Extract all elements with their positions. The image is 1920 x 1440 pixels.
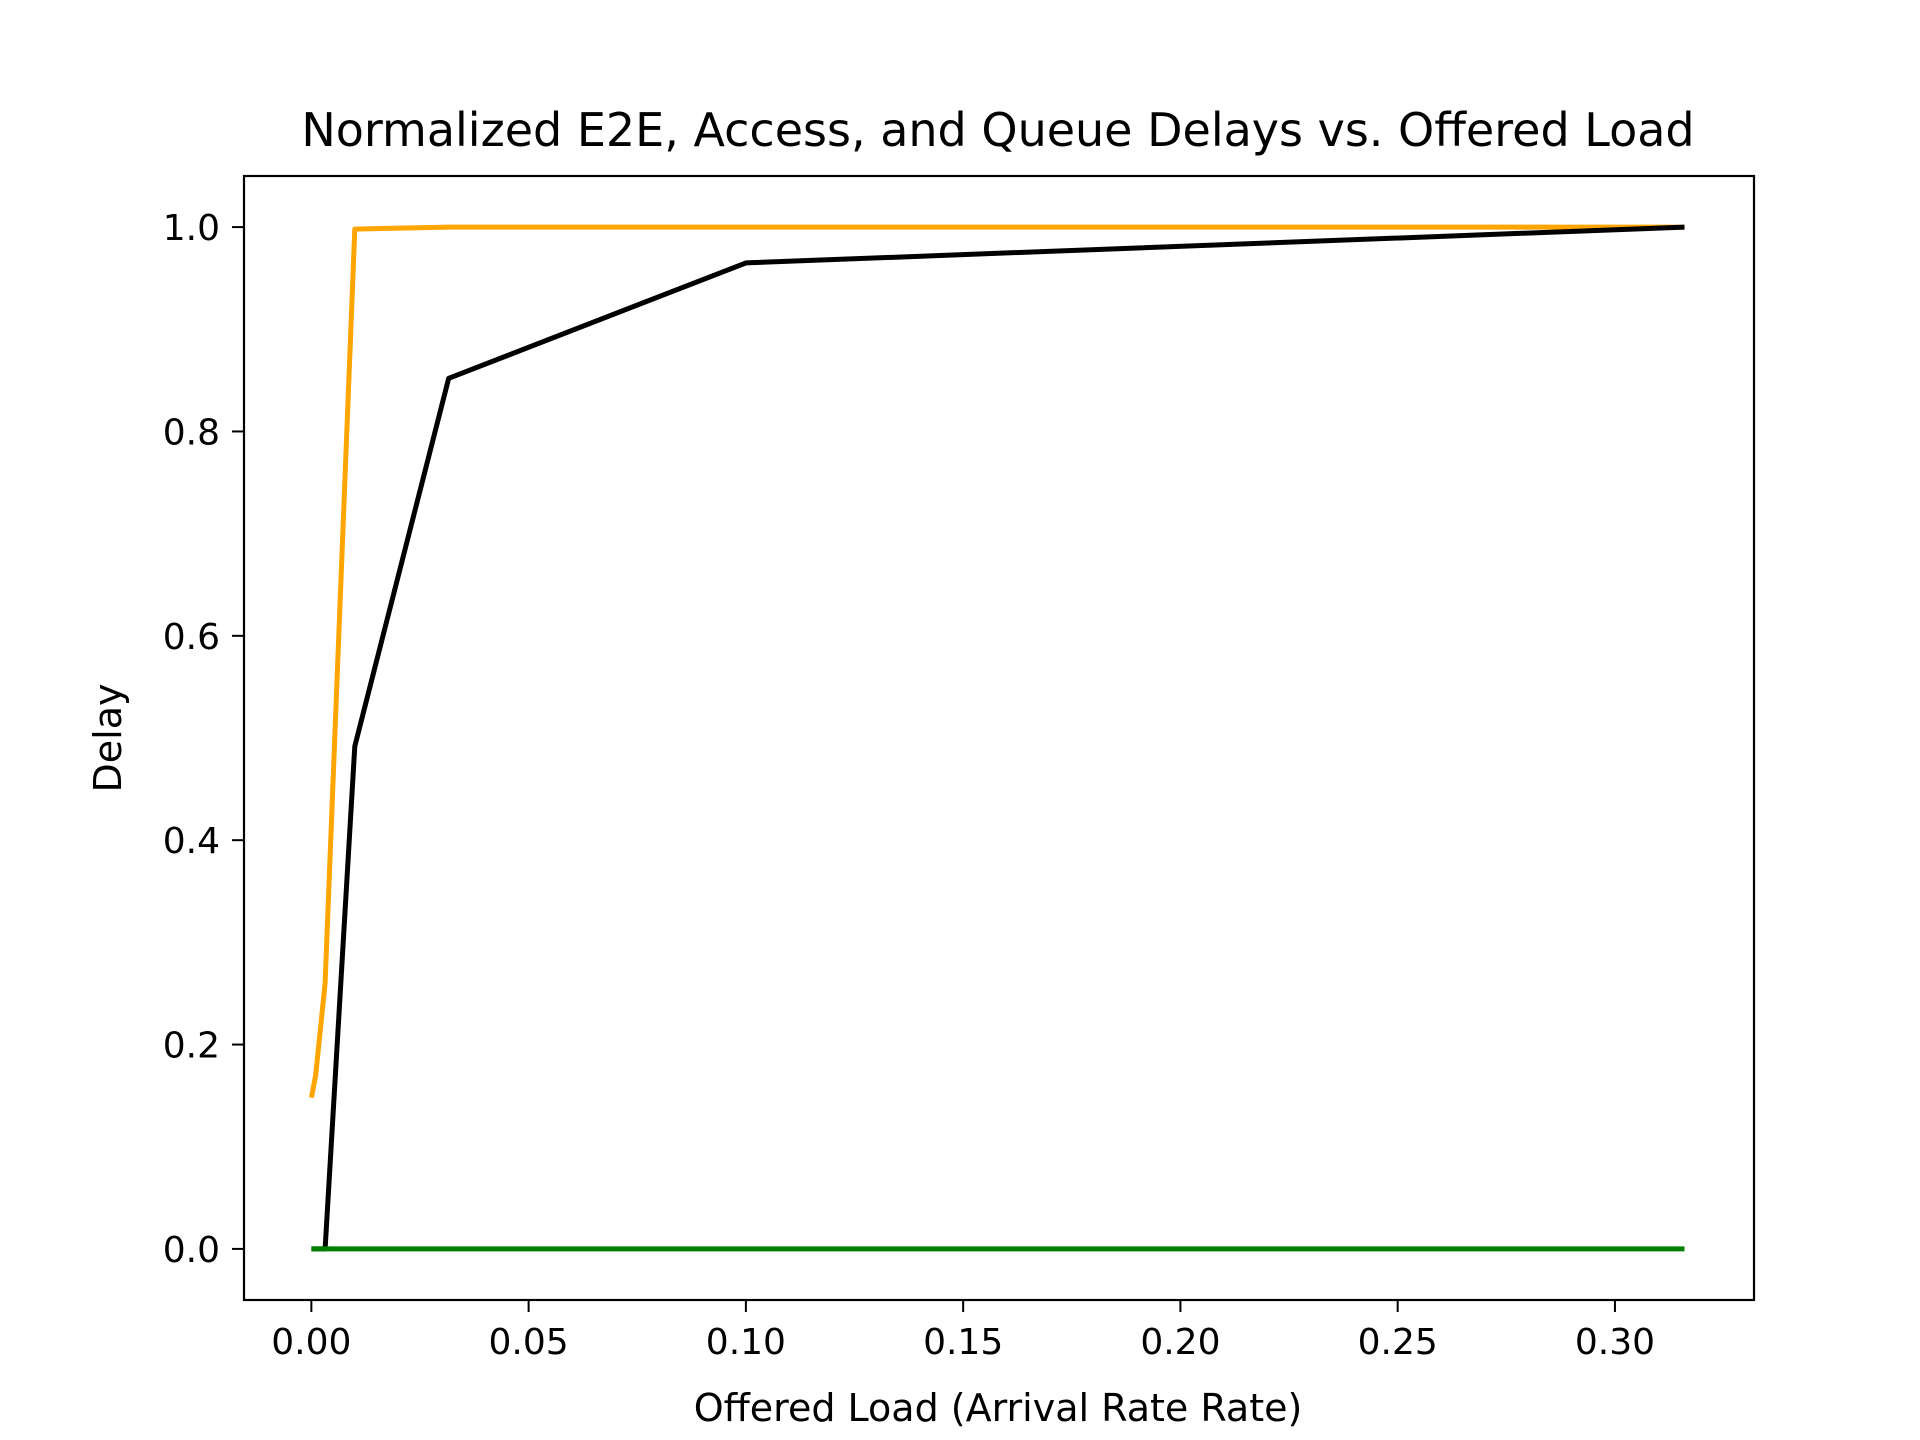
- plot-frame: [242, 174, 1756, 1302]
- x-tick-label: 0.05: [489, 1322, 569, 1363]
- x-axis: 0.00 0.05 0.10 0.15 0.20 0.25 0.30: [271, 1300, 1655, 1363]
- y-tick-label: 0.2: [163, 1026, 220, 1067]
- x-tick-label: 0.00: [271, 1322, 351, 1363]
- x-tick-label: 0.10: [706, 1322, 786, 1363]
- x-axis-label: Offered Load (Arrival Rate Rate): [694, 1386, 1303, 1430]
- x-tick-label: 0.15: [923, 1322, 1003, 1363]
- chart-title: Normalized E2E, Access, and Queue Delays…: [301, 103, 1694, 157]
- series-layer: [308, 224, 1685, 1252]
- y-axis-label: Delay: [86, 684, 130, 793]
- x-tick-label: 0.30: [1575, 1322, 1655, 1363]
- series-line-1: [308, 224, 1685, 1099]
- y-tick-label: 1.0: [163, 208, 220, 249]
- y-axis: 0.0 0.2 0.4 0.6 0.8 1.0: [163, 208, 244, 1271]
- y-tick-label: 0.4: [163, 821, 220, 862]
- y-tick-label: 0.8: [163, 412, 220, 453]
- x-tick-label: 0.25: [1358, 1322, 1438, 1363]
- x-tick-label: 0.20: [1140, 1322, 1220, 1363]
- y-tick-label: 0.0: [163, 1230, 220, 1271]
- y-tick-label: 0.6: [163, 617, 220, 658]
